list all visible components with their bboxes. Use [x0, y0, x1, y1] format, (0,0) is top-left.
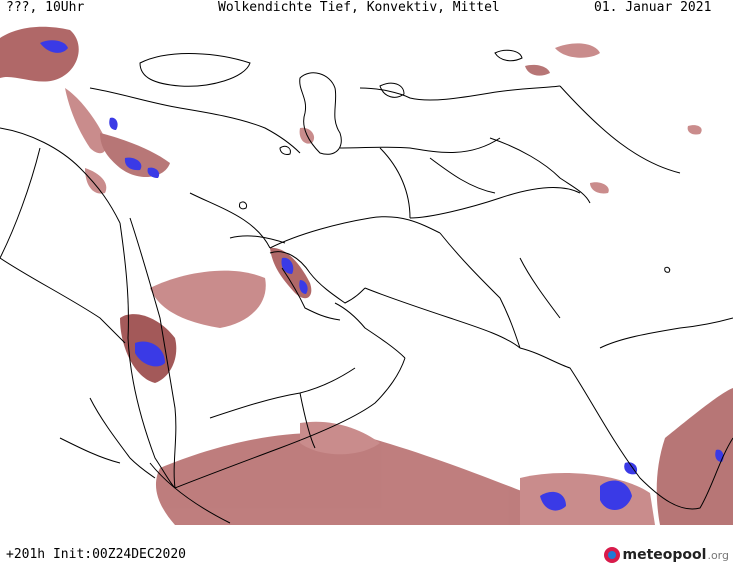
forecast-init-label: +201h Init:00Z24DEC2020 — [6, 547, 187, 562]
map-footer: +201h Init:00Z24DEC2020 meteopool .org — [0, 525, 733, 566]
country-borders — [0, 53, 733, 524]
valid-date: 01. Januar 2021 — [594, 0, 712, 15]
meteopool-logo[interactable]: meteopool .org — [603, 545, 729, 565]
logo-brand-text: meteopool — [622, 547, 707, 563]
logo-tld-text: .org — [707, 548, 729, 562]
convective-cores — [40, 40, 724, 511]
cloud-layer — [0, 26, 733, 525]
small-lakes — [239, 49, 671, 273]
run-label: ???, 10Uhr — [6, 0, 85, 15]
weather-map — [0, 18, 733, 525]
map-header: ???, 10Uhr Wolkendichte Tief, Konvektiv,… — [0, 0, 733, 18]
map-title: Wolkendichte Tief, Konvektiv, Mittel — [218, 0, 500, 15]
meteopool-logo-icon — [603, 547, 620, 563]
